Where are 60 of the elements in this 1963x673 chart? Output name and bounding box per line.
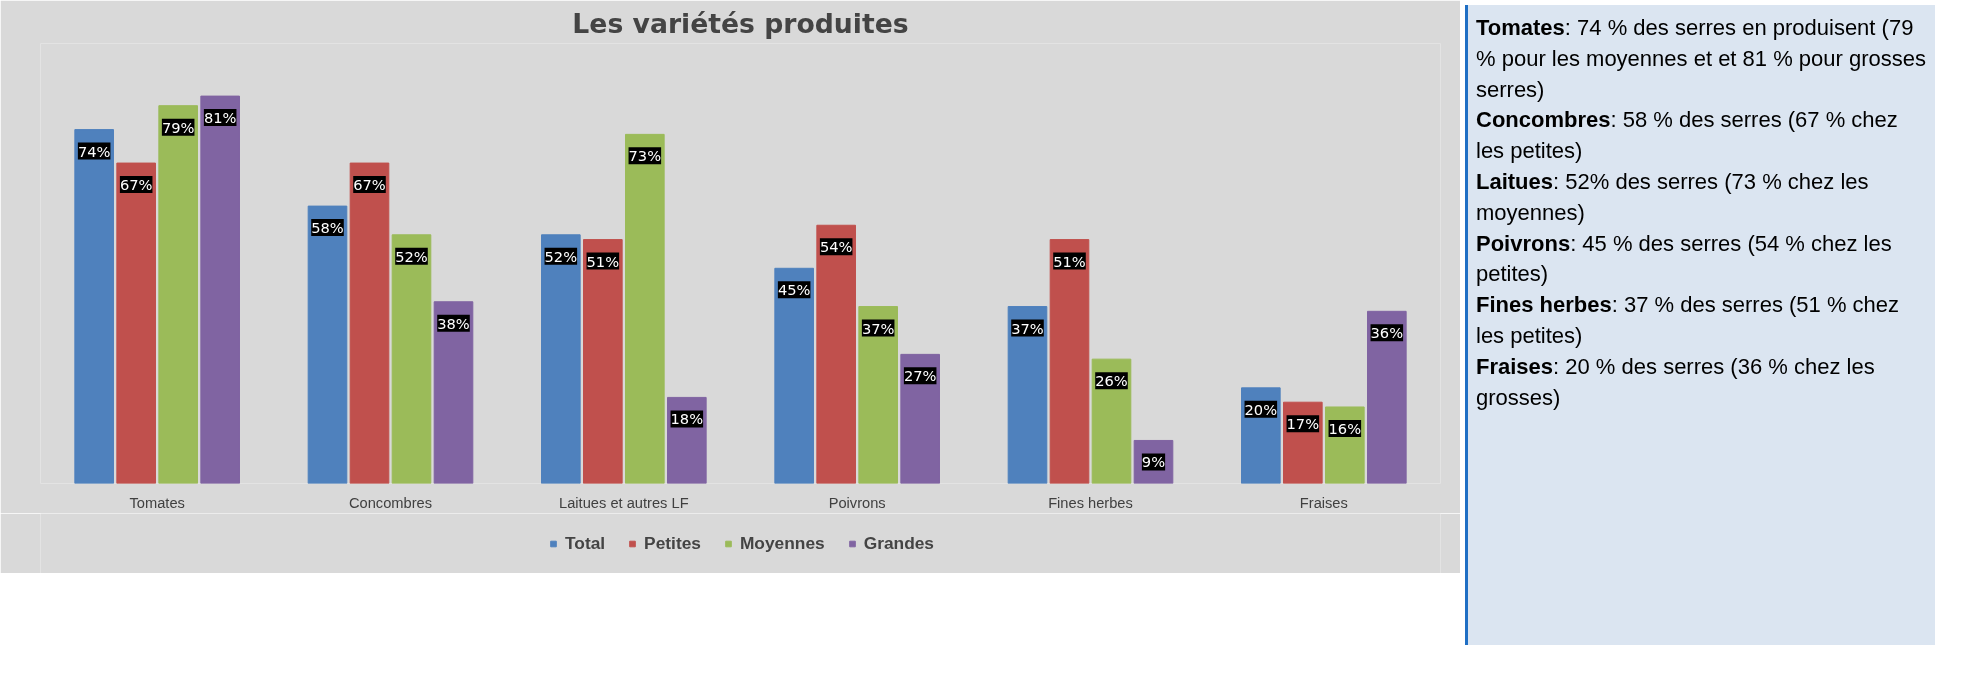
bar bbox=[307, 205, 348, 484]
data-label: 67% bbox=[119, 176, 153, 194]
legend-label: Total bbox=[565, 532, 606, 554]
text: Laitues: 52% des serres (73 % chez les moyennes) bbox=[1476, 168, 1869, 225]
bar bbox=[816, 224, 856, 484]
bar bbox=[858, 306, 898, 484]
text: Concombres: 58 % des serres (67 % chez les petites) bbox=[1476, 107, 1898, 164]
data-label: 79% bbox=[161, 118, 195, 136]
data-label: 27% bbox=[903, 367, 937, 385]
bar bbox=[349, 162, 390, 484]
text: Fraises: 20 % des serres (36 % chez les grosses) bbox=[1476, 353, 1875, 410]
data-label: 37% bbox=[1011, 319, 1044, 337]
bar bbox=[1049, 239, 1090, 484]
bar bbox=[391, 234, 432, 484]
bar bbox=[774, 267, 814, 484]
x-tick-label: Poivrons bbox=[828, 494, 886, 511]
data-label: 9% bbox=[1141, 453, 1166, 471]
data-label: 18% bbox=[670, 410, 704, 428]
data-label: 16% bbox=[1328, 419, 1362, 437]
bar bbox=[1007, 306, 1048, 484]
text: Fines herbes: 37 % des serres (51 % chez les petites) bbox=[1476, 292, 1900, 348]
data-label: 17% bbox=[1286, 415, 1320, 433]
data-label: 67% bbox=[353, 176, 386, 194]
data-label: 58% bbox=[311, 219, 344, 237]
data-label: 20% bbox=[1244, 400, 1278, 418]
data-label: 26% bbox=[1095, 372, 1128, 390]
bar bbox=[625, 133, 665, 484]
bar bbox=[1091, 358, 1132, 484]
text: Poivrons: 45 % des serres (54 % chez les petites) bbox=[1476, 230, 1892, 287]
bar bbox=[1367, 310, 1407, 484]
x-tick-label: Fraises bbox=[1299, 494, 1348, 511]
text: Tomates: 74 % des serres en produisent (79 % pour les moyennes et et 81 % pour grosses serres) bbox=[1476, 15, 1927, 102]
data-label: 38% bbox=[437, 314, 470, 332]
legend-label: Petites bbox=[644, 532, 701, 554]
data-label: 81% bbox=[203, 109, 237, 127]
bar bbox=[541, 234, 581, 484]
data-label: 54% bbox=[819, 238, 853, 256]
data-label: 74% bbox=[77, 142, 111, 160]
bar bbox=[433, 301, 474, 484]
x-tick-label: Laitues et autres LF bbox=[559, 494, 689, 511]
bar bbox=[74, 129, 114, 484]
x-tick-label: Tomates bbox=[129, 494, 185, 511]
x-tick-label: Concombres bbox=[348, 494, 433, 511]
data-label: 52% bbox=[395, 247, 428, 265]
data-label: 73% bbox=[628, 147, 662, 165]
data-label: 36% bbox=[1370, 324, 1404, 342]
bar bbox=[900, 353, 940, 484]
data-label: 45% bbox=[777, 281, 811, 299]
bar bbox=[158, 105, 198, 484]
data-label: 52% bbox=[544, 247, 578, 265]
legend-label: Grandes bbox=[863, 532, 934, 554]
data-label: 37% bbox=[861, 319, 895, 337]
data-label: 51% bbox=[586, 252, 620, 270]
data-label: 51% bbox=[1053, 252, 1086, 270]
bar bbox=[116, 162, 156, 484]
bar bbox=[583, 239, 623, 484]
bar bbox=[200, 95, 240, 484]
legend-label: Moyennes bbox=[739, 532, 825, 554]
x-tick-label: Fines herbes bbox=[1048, 494, 1133, 511]
chart-title: Les variétés produites bbox=[572, 7, 909, 39]
